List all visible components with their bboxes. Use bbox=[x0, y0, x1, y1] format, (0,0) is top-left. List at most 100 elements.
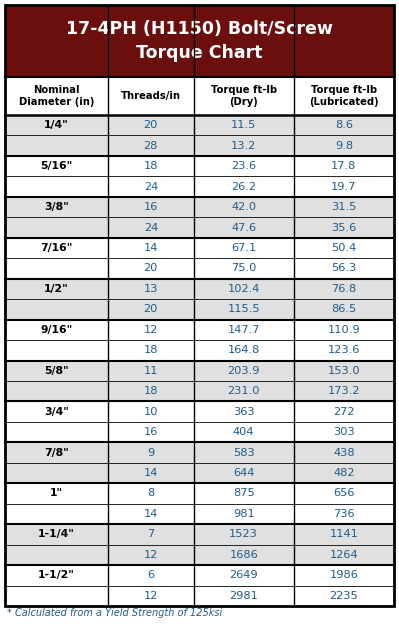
Text: 736: 736 bbox=[333, 509, 355, 519]
Bar bbox=[294, 422, 394, 442]
Bar bbox=[5, 299, 108, 320]
Text: 16: 16 bbox=[144, 427, 158, 437]
Bar bbox=[194, 156, 294, 176]
Bar bbox=[5, 422, 108, 442]
Text: 13.2: 13.2 bbox=[231, 141, 256, 150]
Bar bbox=[294, 381, 394, 401]
Text: 173.2: 173.2 bbox=[328, 386, 360, 396]
Bar bbox=[294, 340, 394, 360]
Bar bbox=[194, 299, 294, 320]
Text: 28: 28 bbox=[144, 141, 158, 150]
Text: 5/16": 5/16" bbox=[40, 161, 73, 171]
Bar bbox=[194, 524, 294, 545]
Bar bbox=[108, 401, 194, 422]
Bar bbox=[194, 279, 294, 299]
Bar bbox=[5, 279, 108, 299]
Text: 9/16": 9/16" bbox=[40, 325, 73, 335]
Bar bbox=[194, 176, 294, 197]
Text: 981: 981 bbox=[233, 509, 255, 519]
Bar bbox=[108, 279, 194, 299]
Text: 10: 10 bbox=[144, 406, 158, 416]
Bar bbox=[294, 524, 394, 545]
Text: 20: 20 bbox=[144, 120, 158, 130]
Bar bbox=[108, 115, 194, 135]
Text: 9.8: 9.8 bbox=[335, 141, 353, 150]
Bar bbox=[194, 504, 294, 524]
Text: 272: 272 bbox=[333, 406, 355, 416]
Bar bbox=[5, 442, 108, 463]
Bar bbox=[5, 217, 108, 238]
Text: 13: 13 bbox=[144, 284, 158, 294]
Text: 56.3: 56.3 bbox=[331, 264, 356, 274]
Bar bbox=[5, 340, 108, 360]
Text: Torque ft-lb
(Dry): Torque ft-lb (Dry) bbox=[211, 85, 277, 107]
Bar bbox=[108, 422, 194, 442]
Bar bbox=[108, 463, 194, 483]
Bar bbox=[108, 320, 194, 340]
Text: 86.5: 86.5 bbox=[331, 305, 356, 314]
Bar bbox=[194, 360, 294, 381]
Bar bbox=[294, 299, 394, 320]
Bar bbox=[108, 360, 194, 381]
Bar bbox=[194, 258, 294, 279]
Bar bbox=[108, 442, 194, 463]
Bar bbox=[194, 340, 294, 360]
Text: 76.8: 76.8 bbox=[331, 284, 356, 294]
Text: 164.8: 164.8 bbox=[227, 345, 260, 355]
Text: 110.9: 110.9 bbox=[328, 325, 360, 335]
Bar bbox=[108, 176, 194, 197]
Bar bbox=[194, 381, 294, 401]
Text: 1686: 1686 bbox=[229, 550, 258, 560]
Text: 2235: 2235 bbox=[330, 591, 358, 601]
Bar bbox=[108, 381, 194, 401]
Text: 1/4": 1/4" bbox=[44, 120, 69, 130]
Bar bbox=[194, 320, 294, 340]
Text: 35.6: 35.6 bbox=[331, 222, 356, 233]
Text: 18: 18 bbox=[144, 345, 158, 355]
Text: 18: 18 bbox=[144, 161, 158, 171]
Text: 42.0: 42.0 bbox=[231, 202, 256, 212]
Text: 8: 8 bbox=[147, 489, 154, 499]
Bar bbox=[5, 360, 108, 381]
Text: 1-1/2": 1-1/2" bbox=[38, 570, 75, 580]
Bar bbox=[108, 340, 194, 360]
Text: 231.0: 231.0 bbox=[227, 386, 260, 396]
Text: 363: 363 bbox=[233, 406, 255, 416]
Bar bbox=[194, 401, 294, 422]
Text: 123.6: 123.6 bbox=[328, 345, 360, 355]
Bar bbox=[108, 77, 194, 115]
Text: 115.5: 115.5 bbox=[227, 305, 260, 314]
Bar bbox=[108, 299, 194, 320]
Text: 14: 14 bbox=[144, 509, 158, 519]
Bar bbox=[5, 77, 108, 115]
Bar bbox=[5, 258, 108, 279]
Text: 8.6: 8.6 bbox=[335, 120, 353, 130]
Text: 24: 24 bbox=[144, 181, 158, 191]
Text: 7/8": 7/8" bbox=[44, 447, 69, 458]
Text: 19.7: 19.7 bbox=[331, 181, 357, 191]
Bar bbox=[194, 585, 294, 606]
Bar bbox=[294, 279, 394, 299]
Text: 17-4PH (H1150) Bolt/Screw
Torque Chart: 17-4PH (H1150) Bolt/Screw Torque Chart bbox=[66, 20, 333, 63]
Bar bbox=[108, 238, 194, 258]
Text: 404: 404 bbox=[233, 427, 255, 437]
Text: 50.4: 50.4 bbox=[331, 243, 356, 253]
Bar bbox=[5, 115, 108, 135]
Text: 20: 20 bbox=[144, 305, 158, 314]
Bar bbox=[108, 217, 194, 238]
Bar bbox=[294, 197, 394, 217]
Bar bbox=[108, 258, 194, 279]
Bar bbox=[108, 565, 194, 585]
Bar bbox=[294, 217, 394, 238]
Text: 67.1: 67.1 bbox=[231, 243, 256, 253]
Bar bbox=[294, 463, 394, 483]
Text: 14: 14 bbox=[144, 468, 158, 478]
Bar bbox=[194, 135, 294, 156]
Text: 2649: 2649 bbox=[229, 570, 258, 580]
Text: 7: 7 bbox=[147, 530, 154, 539]
Text: 482: 482 bbox=[333, 468, 355, 478]
Bar bbox=[194, 442, 294, 463]
Bar bbox=[108, 504, 194, 524]
Text: 17.8: 17.8 bbox=[331, 161, 357, 171]
Text: 75.0: 75.0 bbox=[231, 264, 256, 274]
